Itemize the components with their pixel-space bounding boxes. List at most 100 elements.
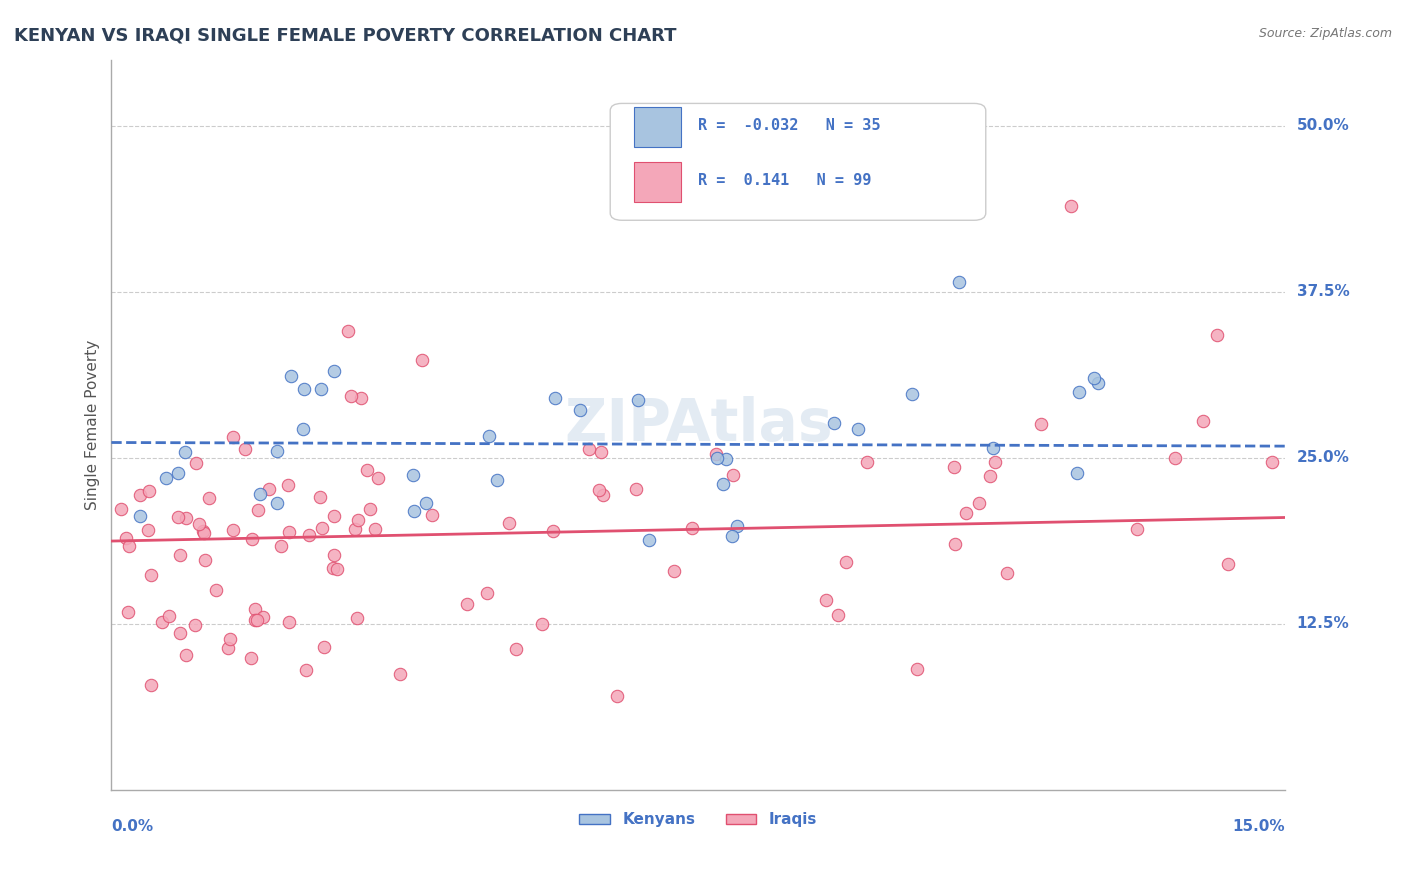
Point [706, 450, 728, 465]
Point [943, 537, 966, 551]
Point [984, 455, 1007, 469]
Point [217, 641, 239, 656]
Point [578, 442, 600, 457]
Point [1163, 450, 1185, 465]
Text: 15.0%: 15.0% [1233, 819, 1285, 834]
Text: 50.0%: 50.0% [1296, 119, 1350, 134]
Point [257, 483, 280, 497]
Point [1191, 413, 1213, 427]
Point [856, 455, 879, 469]
Point [541, 524, 564, 539]
Point [835, 555, 858, 569]
Point [129, 509, 152, 524]
Point [505, 642, 527, 657]
Point [356, 463, 378, 477]
Point [350, 392, 373, 406]
Point [167, 466, 190, 480]
Text: 0.0%: 0.0% [111, 819, 153, 834]
Point [477, 586, 499, 600]
Point [948, 275, 970, 289]
Point [138, 484, 160, 499]
Point [184, 618, 207, 632]
Point [323, 508, 346, 523]
Point [713, 476, 735, 491]
Text: 12.5%: 12.5% [1296, 616, 1350, 632]
Point [157, 609, 180, 624]
Point [314, 640, 336, 655]
Point [364, 522, 387, 536]
Point [155, 471, 177, 485]
Text: ZIPAtlas: ZIPAtlas [564, 396, 832, 453]
Point [243, 614, 266, 628]
Point [340, 389, 363, 403]
Point [193, 525, 215, 540]
Point [291, 422, 314, 436]
Point [389, 666, 412, 681]
FancyBboxPatch shape [610, 103, 986, 220]
Point [292, 382, 315, 396]
Point [1066, 466, 1088, 480]
Point [955, 506, 977, 520]
Point [198, 491, 221, 505]
Point [1216, 557, 1239, 571]
Point [1087, 376, 1109, 391]
Point [174, 510, 197, 524]
Point [277, 615, 299, 629]
Point [478, 428, 501, 442]
Point [568, 402, 591, 417]
Point [404, 503, 426, 517]
Point [420, 508, 443, 523]
Point [322, 561, 344, 575]
Point [346, 513, 368, 527]
Point [266, 444, 288, 458]
Point [814, 592, 837, 607]
Point [704, 447, 727, 461]
Point [174, 444, 197, 458]
Point [309, 382, 332, 396]
Point [277, 525, 299, 540]
Point [943, 459, 966, 474]
Point [606, 690, 628, 704]
Point [270, 539, 292, 553]
Point [280, 369, 302, 384]
Point [1126, 522, 1149, 536]
Point [222, 523, 245, 537]
Text: KENYAN VS IRAQI SINGLE FEMALE POVERTY CORRELATION CHART: KENYAN VS IRAQI SINGLE FEMALE POVERTY CO… [14, 27, 676, 45]
Point [169, 548, 191, 562]
Point [905, 662, 928, 676]
Point [186, 456, 208, 470]
Point [266, 496, 288, 510]
Text: R =  0.141   N = 99: R = 0.141 N = 99 [699, 173, 872, 187]
Text: R =  -0.032   N = 35: R = -0.032 N = 35 [699, 118, 880, 133]
Legend: Kenyans, Iraqis: Kenyans, Iraqis [574, 806, 823, 833]
Point [136, 523, 159, 537]
Point [662, 564, 685, 578]
Point [714, 452, 737, 467]
Point [139, 678, 162, 692]
Point [174, 648, 197, 662]
Point [721, 529, 744, 543]
Point [240, 532, 263, 546]
Point [415, 496, 437, 510]
Point [188, 517, 211, 532]
Point [681, 521, 703, 535]
Point [402, 468, 425, 483]
Point [979, 469, 1001, 483]
Y-axis label: Single Female Poverty: Single Female Poverty [86, 340, 100, 510]
Point [222, 430, 245, 444]
Point [150, 615, 173, 629]
Point [309, 490, 332, 504]
Point [219, 632, 242, 646]
Point [1059, 199, 1081, 213]
Point [205, 582, 228, 597]
Point [486, 473, 509, 487]
Point [1067, 384, 1090, 399]
Point [900, 387, 922, 401]
Point [367, 471, 389, 485]
Text: Source: ZipAtlas.com: Source: ZipAtlas.com [1258, 27, 1392, 40]
Bar [634, 161, 681, 202]
Point [139, 568, 162, 582]
Point [544, 391, 567, 405]
Point [1261, 455, 1284, 469]
Point [456, 597, 478, 611]
